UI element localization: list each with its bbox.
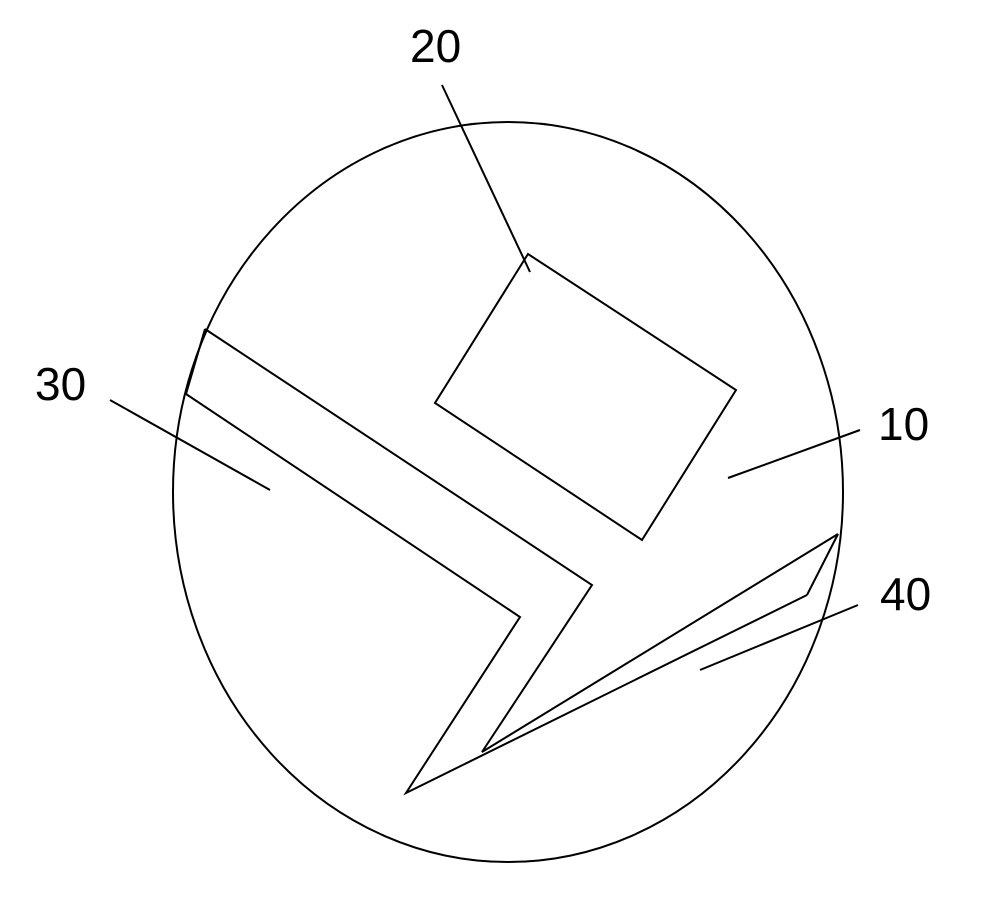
shape-z_band_bottom <box>186 394 807 793</box>
leader-line-20 <box>442 85 530 272</box>
shape-z_band_top <box>205 329 838 752</box>
leader-line-40 <box>700 605 858 670</box>
part-label-10: 10 <box>878 398 929 450</box>
leader-line-10 <box>728 430 860 478</box>
shape-band_cap_left <box>186 329 205 394</box>
part-label-40: 40 <box>880 568 931 620</box>
leader-line-30 <box>110 400 270 490</box>
part-label-30: 30 <box>35 358 86 410</box>
technical-diagram: 10 20 30 40 <box>0 0 1000 907</box>
outline-ellipse <box>173 122 843 862</box>
part-label-20: 20 <box>410 20 461 72</box>
shape-rect_10 <box>435 254 736 540</box>
